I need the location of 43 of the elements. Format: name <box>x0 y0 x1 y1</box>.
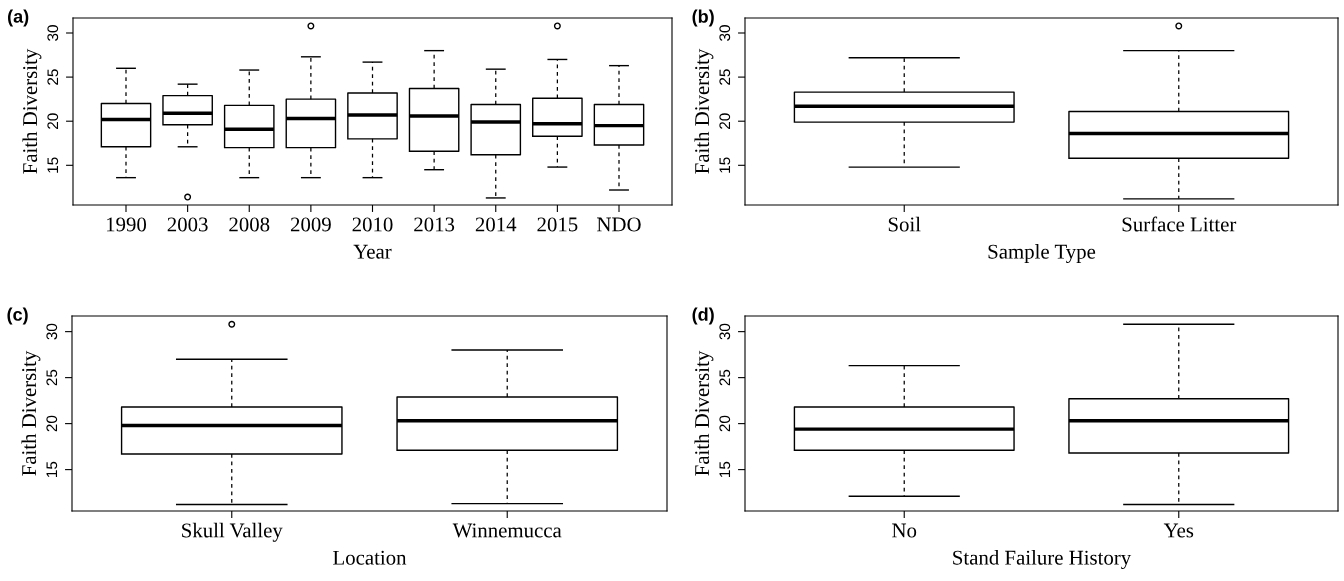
x-tick-label: Winnemucca <box>452 523 562 538</box>
x-tick-label: 2013 <box>414 217 455 232</box>
x-axis-title: Location <box>333 550 407 565</box>
x-tick-label: Soil <box>888 216 921 232</box>
x-tick-label: Skull Valley <box>182 522 283 542</box>
y-tick-label: 15 <box>47 157 59 173</box>
y-tick-label: 25 <box>719 369 731 386</box>
chart-title: (c) <box>7 307 28 325</box>
chart-title: (b) <box>692 9 714 27</box>
y-axis-title: Faith Diversity <box>22 48 42 174</box>
y-tick-label: 30 <box>47 25 59 41</box>
x-tick-label: 2009 <box>290 217 331 232</box>
y-tick-label: 15 <box>719 461 731 477</box>
x-axis-title: Sample Type <box>988 244 1096 263</box>
x-axis-title: Stand Failure History <box>953 550 1132 569</box>
chart-title: (a) <box>8 9 29 27</box>
y-tick-label: 20 <box>47 113 59 129</box>
x-tick-label: Surface Litter <box>1122 216 1237 232</box>
y-tick-label: 15 <box>46 461 58 477</box>
x-tick-label: 2008 <box>229 217 270 232</box>
x-tick-label: 1990 <box>107 217 147 232</box>
y-tick-label: 30 <box>46 323 58 340</box>
y-axis-title: Faith Diversity <box>21 350 41 476</box>
x-tick-label: 2003 <box>167 217 208 232</box>
chart-title: (d) <box>692 307 714 325</box>
y-tick-label: 25 <box>47 69 59 85</box>
x-tick-label: 2010 <box>352 217 393 232</box>
y-axis-title: Faith Diversity <box>694 48 714 174</box>
y-tick-label: 15 <box>719 157 731 173</box>
x-tick-label: No <box>892 523 917 538</box>
x-tick-label: 2015 <box>537 217 578 232</box>
y-tick-label: 20 <box>46 415 58 432</box>
x-tick-label: 2014 <box>475 217 517 232</box>
x-tick-label: NDO <box>597 217 641 232</box>
y-axis-title: Faith Diversity <box>694 350 714 476</box>
y-tick-label: 20 <box>719 415 731 432</box>
y-tick-label: 25 <box>46 369 58 386</box>
x-axis-title: Year <box>353 244 392 259</box>
x-tick-label: Yes <box>1163 523 1194 538</box>
y-tick-label: 20 <box>719 113 731 129</box>
y-tick-label: 25 <box>719 69 731 85</box>
y-tick-label: 30 <box>719 323 731 340</box>
y-tick-label: 30 <box>719 25 731 41</box>
